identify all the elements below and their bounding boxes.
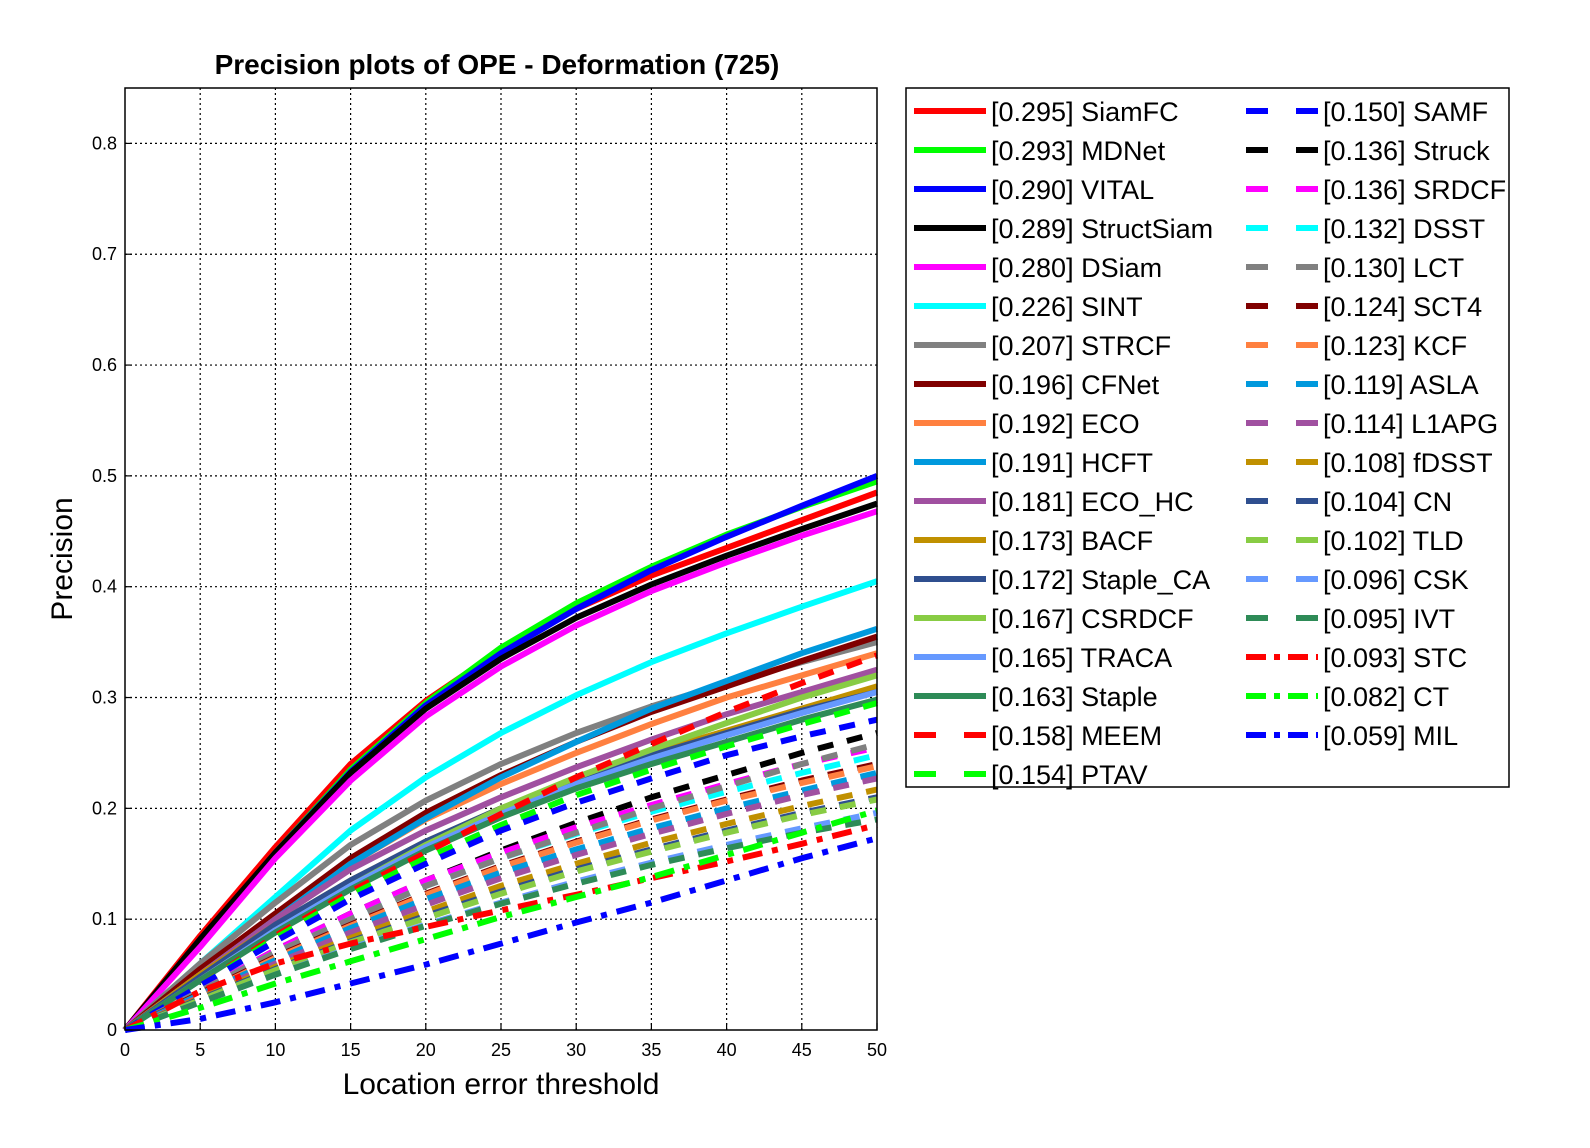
y-tick-label: 0.4 [92,577,117,597]
series-line-34 [124,835,878,1033]
series-line-16 [123,652,879,1033]
legend-label: [0.158] MEEM [991,721,1162,751]
legend-label: [0.192] ECO [991,409,1140,439]
y-axis-label: Precision [46,497,79,620]
legend-label: [0.293] MDNet [991,136,1166,166]
x-axis-label: Location error threshold [343,1068,660,1101]
series-line-33 [124,807,878,1033]
series-line-27 [123,786,878,1033]
x-tick-label: 5 [195,1040,205,1060]
series-line-25 [123,769,878,1033]
legend-label: [0.136] Struck [1323,136,1490,166]
legend-label: [0.123] KCF [1323,331,1467,361]
legend-label: [0.082] CT [1323,682,1449,712]
x-tick-label: 25 [491,1040,511,1060]
x-tick-label: 35 [641,1040,661,1060]
legend-box [905,87,1510,788]
y-tick-label: 0.3 [92,688,117,708]
y-tick-label: 0.8 [92,133,117,153]
x-axis-ticks: 0 5 10 15 20 25 30 35 40 45 50 [120,1023,887,1060]
legend-label: [0.136] SRDCF [1323,175,1506,205]
legend-label: [0.207] STRCF [991,331,1171,361]
y-tick-label: 0.6 [92,355,117,375]
legend-label: [0.119] ASLA [1323,370,1479,400]
legend-label: [0.059] MIL [1323,721,1458,751]
x-tick-label: 45 [792,1040,812,1060]
series-line-18 [123,716,878,1033]
series-line-21 [123,752,878,1033]
legend-label: [0.096] CSK [1323,565,1469,595]
x-tick-label: 10 [265,1040,285,1060]
y-tick-label: 0.2 [92,798,117,818]
x-tick-label: 30 [566,1040,586,1060]
legend-label: [0.104] CN [1323,487,1452,517]
chart-title: Precision plots of OPE - Deformation (72… [215,49,780,80]
series-line-31 [123,816,878,1033]
series-line-26 [123,775,878,1033]
y-tick-label: 0.1 [92,909,117,929]
y-tick-label: 0.7 [92,244,117,264]
series-line-24 [123,763,878,1033]
x-tick-label: 0 [120,1040,130,1060]
legend-label: [0.163] Staple [991,682,1158,712]
x-tick-label: 15 [341,1040,361,1060]
legend-label: [0.093] STC [1323,643,1467,673]
legend-label: [0.289] StructSiam [991,214,1213,244]
legend-label: [0.132] DSST [1323,214,1485,244]
series-line-10 [123,666,878,1033]
legend-label: [0.095] IVT [1323,604,1455,634]
y-tick-label: 0.5 [92,466,117,486]
y-tick-label: 0 [107,1020,117,1040]
legend-label: [0.150] SAMF [1323,97,1488,127]
series-line-32 [123,822,878,1033]
legend-label: [0.124] SCT4 [1323,292,1482,322]
legend-label: [0.280] DSiam [991,253,1162,283]
legend-label: [0.226] SINT [991,292,1143,322]
legend-label: [0.130] LCT [1323,253,1464,283]
x-tick-label: 40 [717,1040,737,1060]
series-line-3 [122,500,878,1032]
legend-label: [0.290] VITAL [991,175,1154,205]
legend-label: [0.181] ECO_HC [991,487,1194,517]
legend-label: [0.172] Staple_CA [991,565,1210,595]
legend-label: [0.154] PTAV [991,760,1148,790]
series-line-17 [123,700,878,1033]
legend-label: [0.108] fDSST [1323,448,1493,478]
legend: [0.295] SiamFC [0.293] MDNet [0.290] VITAL… [914,97,1506,790]
series-lines [122,473,879,1033]
series-line-4 [122,508,878,1033]
legend-label: [0.191] HCFT [991,448,1153,478]
x-tick-label: 50 [867,1040,887,1060]
x-tick-label: 20 [416,1040,436,1060]
legend-label: [0.114] L1APG [1323,409,1498,439]
legend-label: [0.165] TRACA [991,643,1172,673]
y-axis-ticks: 0 0.1 0.2 0.3 0.4 0.5 0.6 0.7 0.8 [92,133,132,1040]
legend-label: [0.295] SiamFC [991,97,1179,127]
legend-label: [0.196] CFNet [991,370,1160,400]
legend-label: [0.173] BACF [991,526,1153,556]
legend-label: [0.102] TLD [1323,526,1464,556]
series-line-29 [123,796,878,1033]
legend-label: [0.167] CSRDCF [991,604,1194,634]
